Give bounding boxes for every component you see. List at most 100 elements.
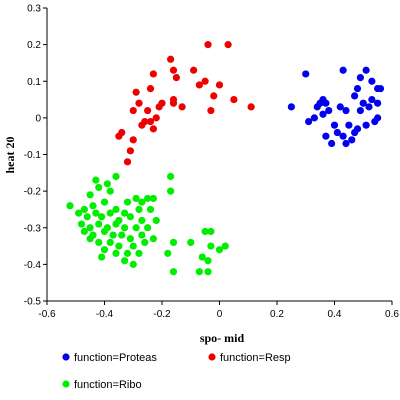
data-point — [138, 231, 146, 239]
data-point — [126, 213, 134, 221]
data-point — [129, 260, 137, 268]
data-point — [351, 92, 359, 100]
data-point — [103, 180, 111, 188]
x-axis-title: spo- mid — [200, 331, 245, 345]
y-tick-label: 0.3 — [27, 4, 41, 15]
data-point — [100, 198, 109, 206]
data-point — [149, 194, 157, 203]
y-tick-label: -0.1 — [24, 150, 42, 161]
data-point — [178, 103, 186, 111]
y-tick-label: -0.3 — [24, 223, 42, 234]
data-point — [95, 220, 103, 228]
data-point — [135, 99, 143, 107]
data-point — [86, 235, 94, 243]
data-point — [132, 224, 140, 232]
data-point — [356, 106, 364, 115]
data-point — [167, 172, 175, 181]
data-point — [123, 198, 132, 206]
data-point — [144, 194, 152, 203]
y-tick-label: 0 — [35, 113, 41, 124]
data-point — [149, 70, 157, 78]
data-point — [187, 238, 195, 246]
x-tick-label: 0.2 — [270, 309, 284, 320]
data-point — [95, 183, 103, 192]
legend-marker — [62, 353, 70, 361]
data-point — [100, 246, 109, 254]
data-point — [121, 257, 129, 265]
data-point — [224, 41, 232, 49]
data-point — [141, 238, 149, 246]
axes: -0.6 -0.4 -0.2 0 0.2 0.4 0.6 0.3 0.2 0.1 0 -0.1 -0.2… — [24, 4, 400, 321]
data-point — [95, 238, 103, 246]
data-point — [80, 205, 88, 214]
data-point — [167, 187, 175, 195]
data-point — [115, 132, 123, 140]
data-point — [112, 249, 120, 257]
data-point — [149, 235, 157, 243]
data-point — [322, 132, 330, 140]
legend-label: function=Ribo — [74, 379, 142, 391]
data-point — [204, 257, 212, 265]
data-point — [325, 106, 333, 115]
data-point — [149, 125, 157, 133]
data-point — [287, 103, 295, 111]
series-3 — [66, 172, 229, 276]
data-point — [75, 209, 83, 217]
data-point — [98, 253, 106, 261]
data-point — [135, 205, 143, 214]
data-point — [195, 268, 203, 276]
data-point — [98, 213, 106, 221]
data-point — [169, 99, 178, 107]
data-point — [138, 216, 146, 225]
y-axis-title: heat 20 — [3, 137, 17, 174]
data-point — [313, 103, 321, 111]
data-point — [144, 106, 152, 115]
data-point — [152, 114, 160, 122]
data-point — [319, 110, 327, 118]
data-point — [339, 66, 347, 74]
data-point — [169, 268, 178, 276]
data-point — [167, 55, 175, 63]
data-point — [155, 103, 163, 111]
data-point — [333, 128, 341, 137]
data-point — [89, 202, 97, 210]
x-tick-label: 0 — [217, 309, 223, 320]
y-tick-label: -0.5 — [24, 297, 42, 308]
data-point — [342, 106, 350, 115]
data-point — [374, 114, 382, 122]
data-point — [169, 238, 178, 246]
data-point — [339, 132, 347, 140]
data-point — [201, 77, 209, 85]
data-point — [146, 205, 155, 214]
data-point — [190, 66, 198, 74]
data-point — [374, 99, 382, 107]
data-point — [172, 73, 180, 82]
data-point — [83, 213, 91, 221]
data-point — [353, 84, 362, 93]
data-point — [247, 103, 255, 111]
data-point — [106, 238, 114, 246]
data-point — [351, 128, 359, 137]
legend: function=Proteas function=Resp function=Ri… — [62, 352, 291, 391]
data-point — [118, 231, 126, 239]
data-point — [129, 106, 137, 115]
data-point — [92, 176, 100, 184]
y-tick-label: -0.2 — [24, 187, 42, 198]
data-point — [368, 95, 376, 104]
data-point — [112, 220, 120, 228]
data-point — [164, 249, 172, 257]
data-point — [195, 81, 203, 89]
data-point — [322, 99, 330, 107]
data-point — [135, 249, 143, 257]
data-point — [146, 117, 155, 126]
data-point — [368, 77, 376, 85]
data-point — [169, 66, 178, 74]
y-tick-label: 0.1 — [27, 77, 41, 88]
data-point — [126, 235, 134, 243]
data-point — [86, 191, 94, 199]
data-point — [221, 242, 229, 250]
legend-marker — [208, 353, 216, 361]
data-point — [198, 253, 206, 261]
data-point — [146, 84, 155, 93]
data-point — [138, 198, 146, 206]
